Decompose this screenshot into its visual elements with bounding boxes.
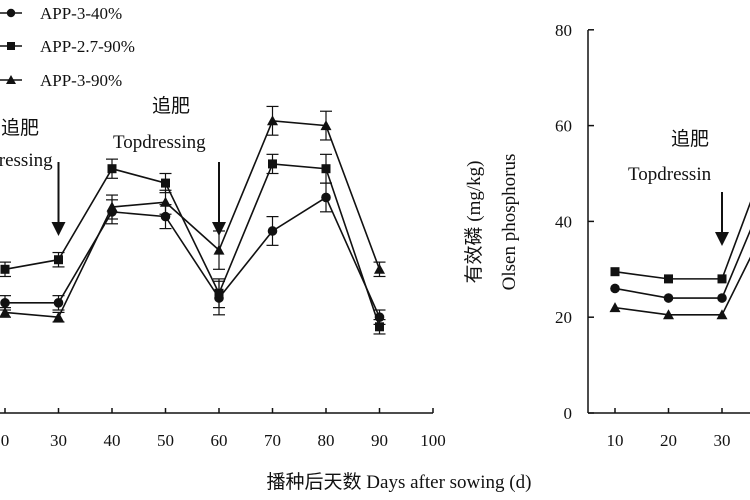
right-y-ticks: 0 20 40 60 80 bbox=[555, 21, 594, 423]
left-arrows bbox=[51, 162, 226, 236]
right-series-3 bbox=[609, 256, 750, 320]
left-x-tick-label: 60 bbox=[211, 431, 228, 450]
legend: APP-3-40% APP-2.7-90% APP-3-90% bbox=[0, 4, 135, 90]
data-point bbox=[663, 309, 674, 320]
left-x-tick-label: 70 bbox=[264, 431, 281, 450]
right-x-tick-label: 30 bbox=[714, 431, 731, 450]
right-annotation-en: Topdressin bbox=[628, 164, 712, 185]
data-point bbox=[107, 164, 117, 174]
data-point bbox=[54, 255, 63, 265]
right-y-tick-label: 20 bbox=[555, 308, 572, 327]
left-series bbox=[0, 105, 386, 335]
right-series-line bbox=[614, 229, 750, 299]
data-point bbox=[375, 322, 384, 332]
legend-entry-3: APP-3-90% bbox=[0, 71, 122, 90]
data-point bbox=[664, 274, 673, 284]
left-series-3 bbox=[0, 105, 386, 323]
data-point bbox=[267, 226, 278, 236]
right-series-line bbox=[614, 201, 750, 280]
right-series bbox=[609, 201, 750, 320]
topdressing-arrow bbox=[51, 162, 66, 236]
right-annotations: 追肥 Topdressin bbox=[628, 128, 729, 246]
left-x-tick-label: 80 bbox=[318, 431, 335, 450]
data-point bbox=[321, 164, 331, 174]
right-annotation-cn: 追肥 bbox=[671, 128, 709, 150]
data-point bbox=[321, 192, 331, 203]
x-axis-label: 播种后天数 Days after sowing (d) bbox=[267, 471, 532, 493]
left-series-line bbox=[4, 119, 381, 319]
left-x-tick-label: 0 bbox=[1, 431, 10, 450]
right-y-label-cn: 有效磷 (mg/kg) bbox=[463, 161, 485, 284]
left-panel: 0 30 40 50 60 70 80 90 100 追肥 Topdressing 追肥 Top… bbox=[0, 95, 446, 450]
data-point bbox=[267, 115, 278, 126]
data-point bbox=[0, 298, 10, 308]
right-y-tick-label: 80 bbox=[555, 21, 572, 40]
right-series-line bbox=[614, 256, 750, 316]
topdressing-arrow bbox=[212, 162, 226, 236]
data-point bbox=[716, 309, 728, 320]
data-point bbox=[0, 264, 10, 274]
right-y-tick-label: 60 bbox=[555, 117, 572, 136]
data-point bbox=[717, 274, 727, 284]
data-point bbox=[213, 244, 225, 255]
right-y-tick-label: 40 bbox=[555, 212, 572, 231]
left-annotation-en: Topdressing bbox=[0, 150, 53, 171]
left-x-tick-label: 40 bbox=[104, 431, 121, 450]
topdressing-arrow bbox=[715, 192, 729, 246]
right-series-1 bbox=[610, 229, 750, 303]
data-point bbox=[0, 306, 11, 317]
left-x-tick-label: 30 bbox=[50, 431, 67, 450]
data-point bbox=[106, 201, 118, 212]
legend-entry-2: APP-2.7-90% bbox=[0, 37, 135, 56]
left-series-2 bbox=[0, 153, 386, 335]
data-point bbox=[374, 263, 385, 274]
right-arrows bbox=[715, 192, 729, 246]
left-x-ticks: 0 30 40 50 60 70 80 90 100 bbox=[1, 408, 446, 450]
right-x-tick-label: 20 bbox=[660, 431, 677, 450]
data-point bbox=[609, 302, 621, 313]
data-point bbox=[320, 120, 332, 131]
legend-entry-1: APP-3-40% bbox=[0, 4, 122, 23]
left-series-line bbox=[4, 163, 381, 328]
left-x-tick-label: 100 bbox=[420, 431, 446, 450]
data-point bbox=[717, 293, 727, 303]
right-x-tick-label: 10 bbox=[607, 431, 624, 450]
right-series-2 bbox=[610, 201, 750, 284]
data-point bbox=[53, 298, 64, 308]
mid-annotation-cn: 追肥 bbox=[152, 95, 190, 117]
data-point bbox=[610, 267, 620, 277]
data-point bbox=[663, 293, 674, 303]
left-x-tick-label: 50 bbox=[157, 431, 174, 450]
data-point bbox=[53, 311, 64, 322]
left-series-line bbox=[5, 196, 381, 318]
legend-label-2: APP-2.7-90% bbox=[40, 37, 135, 56]
legend-label-3: APP-3-90% bbox=[40, 71, 122, 90]
right-x-ticks: 10 20 30 bbox=[607, 408, 731, 450]
data-point bbox=[610, 283, 620, 294]
data-point bbox=[160, 196, 171, 207]
left-annotation-cn: 追肥 bbox=[1, 117, 39, 139]
data-point bbox=[214, 288, 224, 298]
right-panel: 0 20 40 60 80 10 20 30 追肥 Topdressin 有效磷 (mg/k… bbox=[463, 21, 750, 450]
data-point bbox=[161, 178, 170, 188]
left-annotations: 追肥 Topdressing 追肥 Topdressing bbox=[0, 95, 226, 236]
right-y-label-en: Olsen phosphorus bbox=[499, 154, 520, 291]
right-y-tick-label: 0 bbox=[564, 404, 573, 423]
left-x-tick-label: 90 bbox=[371, 431, 388, 450]
mid-annotation-en: Topdressing bbox=[113, 132, 206, 153]
legend-label-1: APP-3-40% bbox=[40, 4, 122, 23]
data-point bbox=[268, 159, 277, 169]
